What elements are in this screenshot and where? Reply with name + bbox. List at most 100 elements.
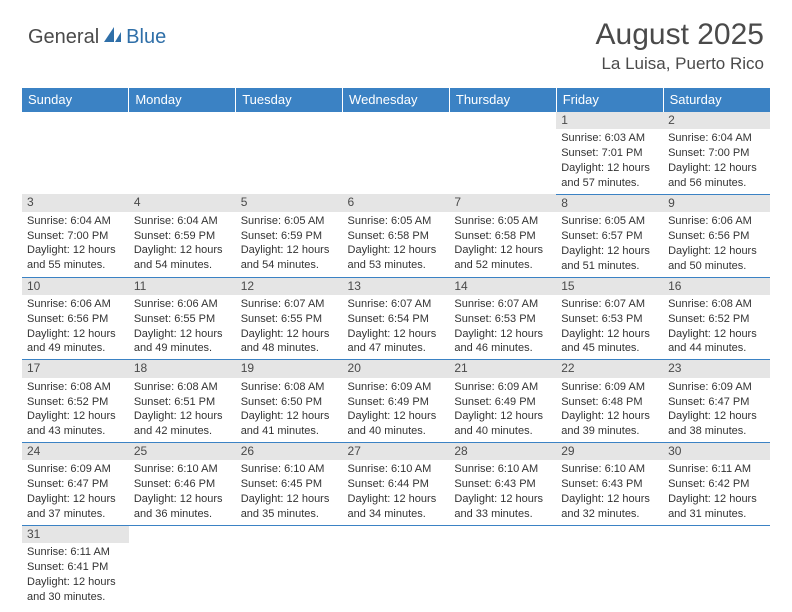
daylight-text-1: Daylight: 12 hours bbox=[27, 327, 124, 342]
sunrise-text: Sunrise: 6:06 AM bbox=[668, 214, 765, 229]
daylight-text-1: Daylight: 12 hours bbox=[668, 161, 765, 176]
sunrise-text: Sunrise: 6:10 AM bbox=[454, 462, 551, 477]
daylight-text-2: and 30 minutes. bbox=[27, 590, 124, 605]
day-number: 27 bbox=[343, 443, 450, 460]
daylight-text-1: Daylight: 12 hours bbox=[454, 327, 551, 342]
daylight-text-1: Daylight: 12 hours bbox=[561, 409, 658, 424]
sunset-text: Sunset: 7:00 PM bbox=[27, 229, 124, 244]
day-details: Sunrise: 6:09 AMSunset: 6:47 PMDaylight:… bbox=[663, 378, 770, 442]
daylight-text-1: Daylight: 12 hours bbox=[454, 409, 551, 424]
day-details: Sunrise: 6:07 AMSunset: 6:53 PMDaylight:… bbox=[449, 295, 556, 359]
sunrise-text: Sunrise: 6:06 AM bbox=[134, 297, 231, 312]
day-details: Sunrise: 6:09 AMSunset: 6:48 PMDaylight:… bbox=[556, 378, 663, 442]
day-number: 9 bbox=[663, 195, 770, 212]
sunrise-text: Sunrise: 6:10 AM bbox=[241, 462, 338, 477]
sunrise-text: Sunrise: 6:05 AM bbox=[241, 214, 338, 229]
daylight-text-1: Daylight: 12 hours bbox=[561, 244, 658, 259]
sunrise-text: Sunrise: 6:07 AM bbox=[561, 297, 658, 312]
day-number: 22 bbox=[556, 360, 663, 377]
daylight-text-2: and 41 minutes. bbox=[241, 424, 338, 439]
calendar-cell: 17Sunrise: 6:08 AMSunset: 6:52 PMDayligh… bbox=[22, 360, 129, 443]
day-details: Sunrise: 6:08 AMSunset: 6:52 PMDaylight:… bbox=[22, 378, 129, 442]
weekday-header: Tuesday bbox=[236, 88, 343, 112]
daylight-text-2: and 51 minutes. bbox=[561, 259, 658, 274]
calendar-cell: 31Sunrise: 6:11 AMSunset: 6:41 PMDayligh… bbox=[22, 525, 129, 607]
sunrise-text: Sunrise: 6:09 AM bbox=[561, 380, 658, 395]
daylight-text-1: Daylight: 12 hours bbox=[27, 492, 124, 507]
sunrise-text: Sunrise: 6:07 AM bbox=[454, 297, 551, 312]
sunset-text: Sunset: 6:41 PM bbox=[27, 560, 124, 575]
daylight-text-1: Daylight: 12 hours bbox=[27, 409, 124, 424]
header: General Blue August 2025 La Luisa, Puert… bbox=[0, 0, 792, 82]
daylight-text-1: Daylight: 12 hours bbox=[241, 243, 338, 258]
calendar-row: 24Sunrise: 6:09 AMSunset: 6:47 PMDayligh… bbox=[22, 443, 770, 526]
sunrise-text: Sunrise: 6:09 AM bbox=[348, 380, 445, 395]
calendar-cell: 25Sunrise: 6:10 AMSunset: 6:46 PMDayligh… bbox=[129, 443, 236, 526]
calendar-cell: 11Sunrise: 6:06 AMSunset: 6:55 PMDayligh… bbox=[129, 277, 236, 360]
day-details: Sunrise: 6:06 AMSunset: 6:56 PMDaylight:… bbox=[663, 212, 770, 276]
daylight-text-1: Daylight: 12 hours bbox=[561, 492, 658, 507]
calendar-cell: 4Sunrise: 6:04 AMSunset: 6:59 PMDaylight… bbox=[129, 194, 236, 277]
day-details: Sunrise: 6:07 AMSunset: 6:55 PMDaylight:… bbox=[236, 295, 343, 359]
daylight-text-2: and 32 minutes. bbox=[561, 507, 658, 522]
sunrise-text: Sunrise: 6:07 AM bbox=[241, 297, 338, 312]
location: La Luisa, Puerto Rico bbox=[596, 54, 764, 74]
calendar-cell: 23Sunrise: 6:09 AMSunset: 6:47 PMDayligh… bbox=[663, 360, 770, 443]
sunrise-text: Sunrise: 6:04 AM bbox=[668, 131, 765, 146]
sunrise-text: Sunrise: 6:04 AM bbox=[134, 214, 231, 229]
sunset-text: Sunset: 6:49 PM bbox=[454, 395, 551, 410]
weekday-header: Wednesday bbox=[343, 88, 450, 112]
daylight-text-2: and 33 minutes. bbox=[454, 507, 551, 522]
calendar-row: 31Sunrise: 6:11 AMSunset: 6:41 PMDayligh… bbox=[22, 525, 770, 607]
daylight-text-2: and 53 minutes. bbox=[348, 258, 445, 273]
day-details: Sunrise: 6:05 AMSunset: 6:58 PMDaylight:… bbox=[343, 212, 450, 276]
sunset-text: Sunset: 6:49 PM bbox=[348, 395, 445, 410]
weekday-header: Monday bbox=[129, 88, 236, 112]
daylight-text-1: Daylight: 12 hours bbox=[241, 492, 338, 507]
logo-word2: Blue bbox=[126, 26, 166, 49]
daylight-text-1: Daylight: 12 hours bbox=[561, 327, 658, 342]
day-number: 12 bbox=[236, 278, 343, 295]
calendar-cell: 20Sunrise: 6:09 AMSunset: 6:49 PMDayligh… bbox=[343, 360, 450, 443]
day-details: Sunrise: 6:10 AMSunset: 6:45 PMDaylight:… bbox=[236, 460, 343, 524]
sunset-text: Sunset: 6:48 PM bbox=[561, 395, 658, 410]
sunrise-text: Sunrise: 6:10 AM bbox=[134, 462, 231, 477]
day-details: Sunrise: 6:08 AMSunset: 6:50 PMDaylight:… bbox=[236, 378, 343, 442]
sunrise-text: Sunrise: 6:08 AM bbox=[27, 380, 124, 395]
month-title: August 2025 bbox=[596, 18, 764, 52]
calendar-cell-empty bbox=[556, 525, 663, 607]
daylight-text-2: and 50 minutes. bbox=[668, 259, 765, 274]
daylight-text-2: and 43 minutes. bbox=[27, 424, 124, 439]
calendar-cell: 16Sunrise: 6:08 AMSunset: 6:52 PMDayligh… bbox=[663, 277, 770, 360]
calendar-cell: 22Sunrise: 6:09 AMSunset: 6:48 PMDayligh… bbox=[556, 360, 663, 443]
calendar-cell: 28Sunrise: 6:10 AMSunset: 6:43 PMDayligh… bbox=[449, 443, 556, 526]
weekday-header-row: SundayMondayTuesdayWednesdayThursdayFrid… bbox=[22, 88, 770, 112]
sunset-text: Sunset: 6:53 PM bbox=[561, 312, 658, 327]
day-details: Sunrise: 6:09 AMSunset: 6:49 PMDaylight:… bbox=[343, 378, 450, 442]
sunset-text: Sunset: 6:56 PM bbox=[668, 229, 765, 244]
day-number: 8 bbox=[556, 195, 663, 212]
day-number: 23 bbox=[663, 360, 770, 377]
calendar-cell: 1Sunrise: 6:03 AMSunset: 7:01 PMDaylight… bbox=[556, 112, 663, 194]
day-details: Sunrise: 6:04 AMSunset: 7:00 PMDaylight:… bbox=[663, 129, 770, 193]
sunrise-text: Sunrise: 6:09 AM bbox=[454, 380, 551, 395]
calendar-row: 3Sunrise: 6:04 AMSunset: 7:00 PMDaylight… bbox=[22, 194, 770, 277]
daylight-text-2: and 35 minutes. bbox=[241, 507, 338, 522]
daylight-text-2: and 39 minutes. bbox=[561, 424, 658, 439]
day-details: Sunrise: 6:10 AMSunset: 6:43 PMDaylight:… bbox=[556, 460, 663, 524]
calendar-cell: 26Sunrise: 6:10 AMSunset: 6:45 PMDayligh… bbox=[236, 443, 343, 526]
sunset-text: Sunset: 6:52 PM bbox=[668, 312, 765, 327]
sunset-text: Sunset: 6:57 PM bbox=[561, 229, 658, 244]
sunset-text: Sunset: 6:59 PM bbox=[134, 229, 231, 244]
daylight-text-2: and 57 minutes. bbox=[561, 176, 658, 191]
calendar-cell: 27Sunrise: 6:10 AMSunset: 6:44 PMDayligh… bbox=[343, 443, 450, 526]
day-number: 4 bbox=[129, 194, 236, 211]
weekday-header: Thursday bbox=[449, 88, 556, 112]
daylight-text-1: Daylight: 12 hours bbox=[348, 492, 445, 507]
day-details: Sunrise: 6:07 AMSunset: 6:53 PMDaylight:… bbox=[556, 295, 663, 359]
day-number: 20 bbox=[343, 360, 450, 377]
day-details: Sunrise: 6:08 AMSunset: 6:51 PMDaylight:… bbox=[129, 378, 236, 442]
day-number: 1 bbox=[556, 112, 663, 129]
sunrise-text: Sunrise: 6:10 AM bbox=[561, 462, 658, 477]
day-details: Sunrise: 6:05 AMSunset: 6:58 PMDaylight:… bbox=[449, 212, 556, 276]
